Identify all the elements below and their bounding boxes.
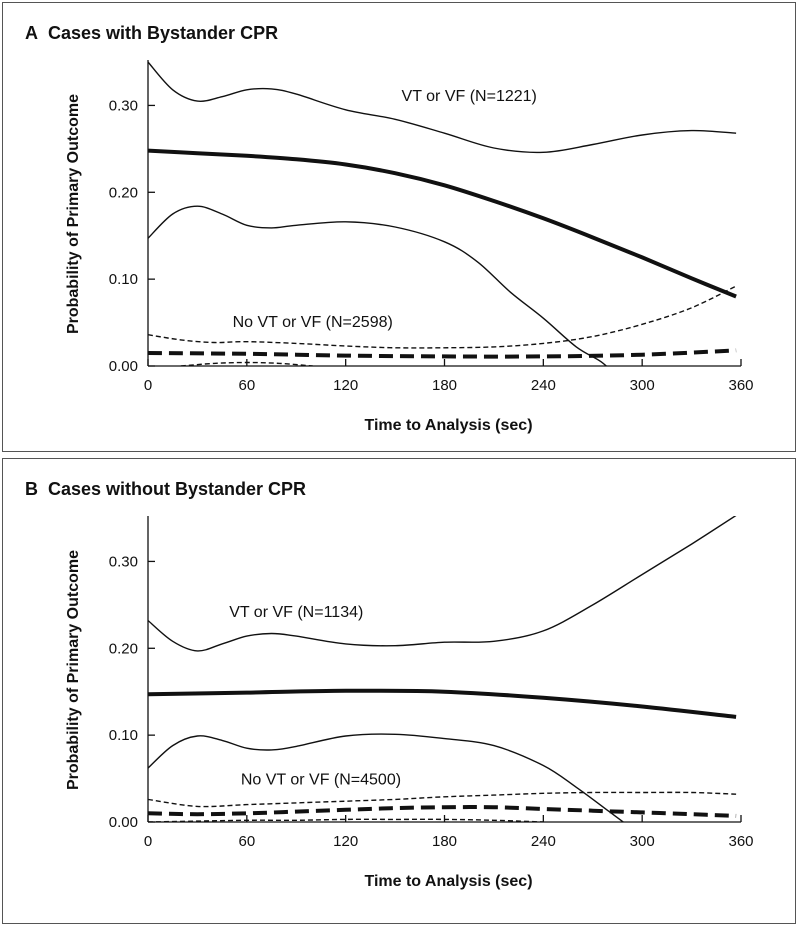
y-tick-label: 0.20 — [109, 640, 138, 657]
x-tick-label: 360 — [728, 833, 753, 850]
x-tick-label: 180 — [432, 833, 457, 850]
x-tick-label: 0 — [144, 377, 152, 394]
panel-a-plot: 0 60 120 180 240 300 360 0.00 0.10 0.20 0.30 Time t… — [65, 60, 754, 434]
series-annotation-1: VT or VF (N=1221) — [402, 88, 537, 105]
x-axis-title: Time to Analysis (sec) — [364, 417, 532, 434]
panel-a: A Cases with Bystander CPR 0 60 120 180 240 30… — [2, 2, 796, 452]
x-tick-label: 0 — [144, 833, 152, 850]
series-line-no-vt-vf-estimate — [148, 805, 737, 818]
series-line-vt-vf-estimate — [148, 688, 737, 719]
x-tick-label: 120 — [333, 833, 358, 850]
x-tick-label: 120 — [333, 377, 358, 394]
series-line-vt-vf-estimate — [148, 148, 737, 299]
x-tick-label: 180 — [432, 377, 457, 394]
series-line-vt-vf-upper-ci — [148, 61, 737, 154]
series-line-no-vt-vf-upper-ci — [148, 791, 737, 808]
series-group — [148, 61, 737, 366]
x-tick-label: 300 — [630, 377, 655, 394]
series-line-no-vt-vf-lower-ci — [148, 818, 544, 822]
y-tick-label: 0.00 — [109, 358, 138, 375]
x-tick-label: 300 — [630, 833, 655, 850]
y-axis-title: Probability of Primary Outcome — [65, 94, 82, 334]
series-line-no-vt-vf-estimate — [148, 348, 737, 359]
y-tick-label: 0.10 — [109, 727, 138, 744]
series-annotation-1: VT or VF (N=1134) — [229, 604, 363, 621]
series-annotation-2: No VT or VF (N=4500) — [241, 772, 401, 789]
panel-b-title-text: Cases without Bystander CPR — [48, 479, 307, 499]
panel-b-letter: B — [25, 479, 38, 499]
panel-a-title-text: Cases with Bystander CPR — [48, 23, 279, 43]
panel-b: B Cases without Bystander CPR 0 60 120 180 24… — [2, 458, 796, 924]
panel-b-plot: 0 60 120 180 240 300 360 0.00 0.10 0.20 0.30 Time t… — [65, 516, 754, 890]
x-tick-label: 60 — [238, 377, 255, 394]
series-line-vt-vf-lower-ci — [148, 205, 608, 366]
y-tick-label: 0.20 — [109, 184, 138, 201]
series-line-no-vt-vf-lower-ci — [180, 361, 313, 366]
x-tick-label: 60 — [238, 833, 255, 850]
y-tick-label: 0.30 — [109, 97, 138, 114]
x-tick-label: 240 — [531, 377, 556, 394]
panel-a-letter: A — [25, 23, 38, 43]
y-tick-label: 0.10 — [109, 271, 138, 288]
series-line-vt-vf-lower-ci — [148, 733, 625, 822]
y-tick-label: 0.30 — [109, 553, 138, 570]
series-annotation-2: No VT or VF (N=2598) — [233, 314, 393, 331]
series-line-no-vt-vf-upper-ci — [148, 285, 737, 349]
series-group — [148, 516, 737, 822]
y-tick-label: 0.00 — [109, 814, 138, 831]
panel-a-title: A Cases with Bystander CPR — [25, 23, 278, 44]
series-line-vt-vf-upper-ci — [148, 516, 737, 652]
y-axis-title: Probability of Primary Outcome — [65, 550, 82, 790]
panel-b-title: B Cases without Bystander CPR — [25, 479, 306, 500]
x-tick-label: 240 — [531, 833, 556, 850]
x-axis-title: Time to Analysis (sec) — [364, 873, 532, 890]
x-tick-label: 360 — [728, 377, 753, 394]
